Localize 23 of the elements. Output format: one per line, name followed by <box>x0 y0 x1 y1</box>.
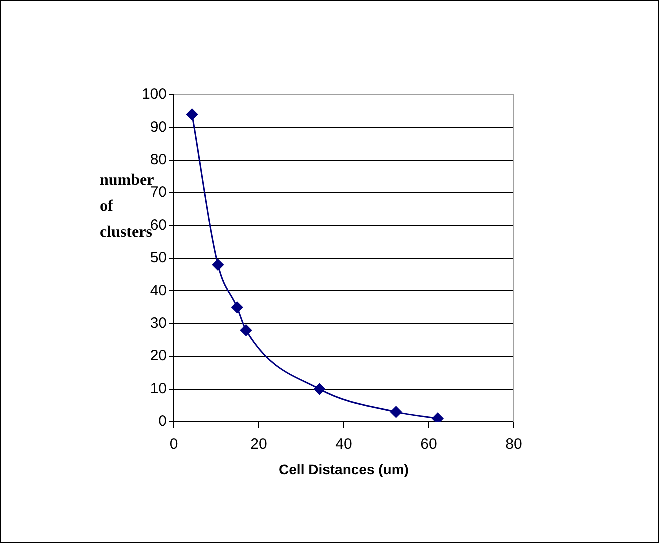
y-tick-label: 10 <box>150 380 167 398</box>
x-tick-label: 20 <box>250 436 268 454</box>
y-tick-label: 70 <box>150 184 167 202</box>
x-tick-label: 0 <box>170 436 178 454</box>
y-tick-label: 50 <box>150 250 167 267</box>
point <box>232 302 244 314</box>
point <box>186 108 198 120</box>
point <box>240 324 252 336</box>
y-tick-label: 80 <box>150 152 167 169</box>
point <box>390 406 402 418</box>
y-tick-label: 30 <box>150 315 167 332</box>
y-tick-label: 90 <box>150 118 167 136</box>
y-tick-label: 100 <box>142 86 167 104</box>
point <box>212 259 224 271</box>
x-tick-label: 60 <box>420 436 438 454</box>
point <box>432 412 444 422</box>
x-tick-label: 40 <box>336 436 352 454</box>
y-tick-label: 0 <box>158 413 167 430</box>
point <box>314 384 326 396</box>
y-tick-label: 20 <box>150 348 167 365</box>
x-tick-label: 80 <box>506 436 522 454</box>
y-tick-label: 40 <box>150 282 167 300</box>
x-axis-title: Cell Distances (um) <box>279 461 409 478</box>
